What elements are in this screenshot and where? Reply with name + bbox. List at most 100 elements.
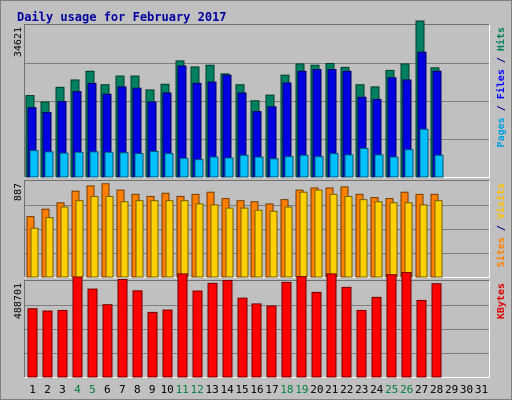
bar-kbytes-day-21	[326, 273, 337, 378]
bar-kbytes-day-23	[356, 309, 367, 378]
x-tick-label-8: 8	[134, 383, 141, 396]
x-tick-label-14: 14	[220, 383, 234, 396]
bar-sites-day-26	[404, 202, 413, 278]
panel-hits-files-pages-frame-dark	[24, 24, 490, 178]
bar-kbytes-day-24	[371, 296, 382, 378]
x-tick-label-1: 1	[29, 383, 36, 396]
x-tick-label-17: 17	[265, 383, 278, 396]
bar-pages-day-20	[314, 156, 324, 178]
bar-pages-day-18	[284, 156, 294, 178]
x-tick-label-31: 31	[475, 383, 488, 396]
panel-kbytes-frame-light	[24, 280, 490, 378]
bar-pages-day-19	[299, 154, 309, 178]
bar-kbytes-day-13	[207, 282, 218, 378]
bar-pages-day-1	[29, 150, 39, 178]
bar-sites-day-23	[359, 199, 368, 278]
bar-pages-day-17	[269, 158, 279, 178]
bar-kbytes-day-7	[117, 278, 128, 378]
bar-pages-day-3	[59, 152, 69, 178]
legend-part-1: Pages	[496, 117, 507, 147]
x-tick-label-4: 4	[74, 383, 81, 396]
bar-kbytes-day-15	[237, 297, 248, 378]
bar-pages-day-14	[224, 157, 234, 178]
x-tick-label-22: 22	[340, 383, 353, 396]
bar-sites-day-6	[105, 195, 114, 278]
x-tick-label-15: 15	[235, 383, 248, 396]
bar-sites-day-15	[240, 207, 249, 278]
bar-sites-day-10	[165, 200, 174, 278]
panel-sites-visits-legend-label: Sites / Visits	[495, 183, 507, 267]
bar-sites-day-12	[195, 203, 204, 278]
legend-part-5: Hits	[495, 27, 507, 51]
x-tick-label-9: 9	[149, 383, 156, 396]
x-tick-label-29: 29	[445, 383, 458, 396]
bar-sites-day-17	[269, 210, 278, 278]
bar-pages-day-13	[209, 156, 219, 178]
bar-sites-day-20	[314, 189, 323, 278]
bar-kbytes-day-14	[222, 279, 233, 378]
bar-pages-day-27	[419, 128, 429, 178]
bar-kbytes-day-16	[251, 303, 262, 378]
x-tick-label-21: 21	[325, 383, 338, 396]
panel-kbytes-legend-label: KBytes	[496, 283, 507, 319]
bar-kbytes-day-27	[416, 299, 427, 378]
x-tick-label-19: 19	[295, 383, 308, 396]
bar-sites-day-2	[45, 217, 54, 278]
legend-part-3: Files	[495, 69, 507, 99]
x-tick-label-10: 10	[161, 383, 174, 396]
bar-pages-day-25	[389, 156, 399, 178]
bar-kbytes-day-5	[87, 288, 98, 378]
bar-sites-day-14	[225, 207, 234, 278]
bar-kbytes-day-9	[147, 311, 158, 378]
x-tick-label-7: 7	[119, 383, 126, 396]
bar-sites-day-18	[284, 206, 293, 278]
bar-kbytes-day-17	[266, 305, 277, 378]
x-tick-label-27: 27	[415, 383, 428, 396]
bar-pages-day-16	[254, 156, 264, 178]
x-tick-label-11: 11	[176, 383, 189, 396]
bar-kbytes-day-25	[386, 274, 397, 378]
x-tick-label-23: 23	[355, 383, 368, 396]
bar-kbytes-day-28	[431, 283, 442, 378]
bar-pages-day-8	[134, 153, 144, 178]
x-tick-label-24: 24	[370, 383, 384, 396]
bar-sites-day-5	[90, 195, 99, 278]
x-tick-label-20: 20	[310, 383, 323, 396]
bar-kbytes-day-2	[42, 310, 53, 378]
x-tick-label-13: 13	[205, 383, 218, 396]
panel-hits-files-pages-legend-label: Pages / Files / Hits	[495, 27, 507, 147]
bar-sites-day-24	[374, 201, 383, 278]
x-tick-label-5: 5	[89, 383, 96, 396]
x-tick-label-6: 6	[104, 383, 111, 396]
bar-sites-day-16	[254, 209, 263, 278]
panel-sites-visits-frame-dark	[24, 180, 490, 278]
series-pages	[29, 128, 444, 178]
bar-kbytes-day-26	[401, 272, 412, 378]
x-tick-label-18: 18	[280, 383, 293, 396]
bar-pages-day-26	[404, 149, 414, 178]
bar-sites-day-21	[329, 193, 338, 278]
bar-kbytes-day-19	[296, 276, 307, 378]
x-tick-label-12: 12	[190, 383, 203, 396]
bar-kbytes-day-18	[281, 281, 292, 378]
panel-hits-files-pages-ymax-label: 34621	[13, 27, 24, 57]
x-tick-label-28: 28	[430, 383, 443, 396]
bar-pages-day-28	[434, 154, 444, 178]
bar-sites-day-8	[135, 200, 144, 278]
x-tick-label-26: 26	[400, 383, 413, 396]
panel-sites-visits-ymax-label: 887	[13, 183, 24, 201]
bar-sites-day-7	[120, 201, 129, 278]
panel-kbytes-ymax-label: 488701	[13, 283, 24, 319]
bar-pages-day-15	[239, 154, 249, 178]
bar-kbytes-day-8	[132, 290, 143, 378]
chart-title: Daily usage for February 2017	[17, 10, 227, 24]
bar-sites-day-1	[30, 227, 39, 278]
x-tick-label-3: 3	[59, 383, 66, 396]
x-tick-label-25: 25	[385, 383, 398, 396]
bar-pages-day-12	[194, 159, 204, 178]
bar-pages-day-23	[359, 147, 369, 178]
bar-sites-day-9	[150, 200, 159, 278]
bar-pages-day-10	[164, 153, 174, 178]
